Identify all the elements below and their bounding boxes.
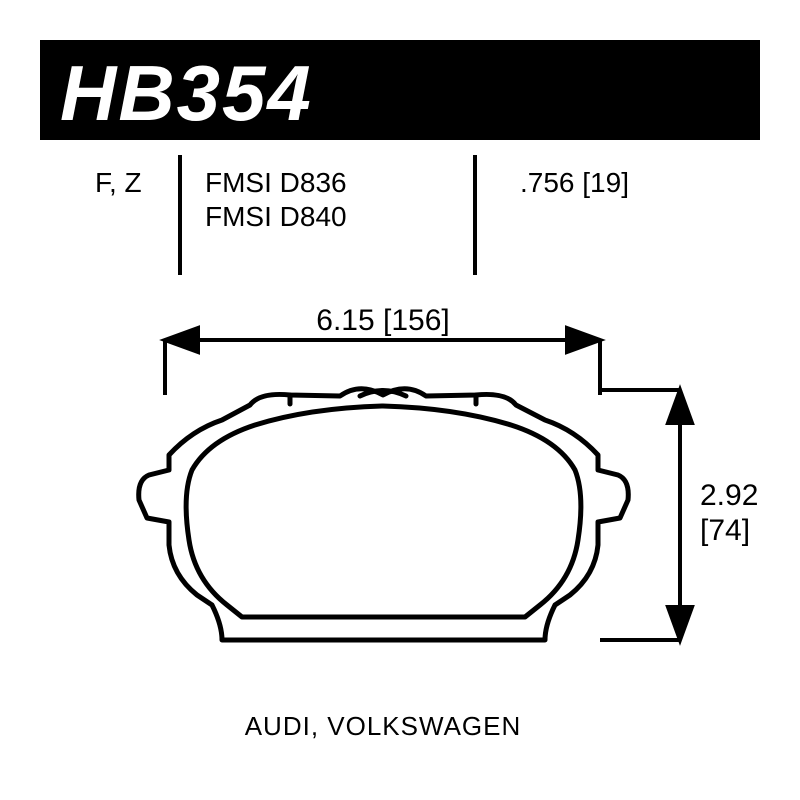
part-number: HB354: [60, 49, 313, 137]
spec-col1-line1: F, Z: [95, 167, 142, 198]
spec-col2-line2: FMSI D840: [205, 201, 347, 232]
height-dimension: [600, 390, 692, 640]
spec-col3-line1: .756 [19]: [520, 167, 629, 198]
width-dimension-label: 6.15 [156]: [316, 304, 449, 337]
diagram-stage: HB354 F, Z FMSI D836 FMSI D840 .756 [19]…: [0, 0, 800, 800]
height-dimension-in: 2.92: [700, 479, 758, 512]
brands-label: AUDI, VOLKSWAGEN: [245, 711, 522, 741]
height-dimension-mm: [74]: [700, 514, 750, 547]
brake-pad-outline: [139, 389, 629, 640]
spec-col2-line1: FMSI D836: [205, 167, 347, 198]
width-dimension: [165, 328, 600, 395]
